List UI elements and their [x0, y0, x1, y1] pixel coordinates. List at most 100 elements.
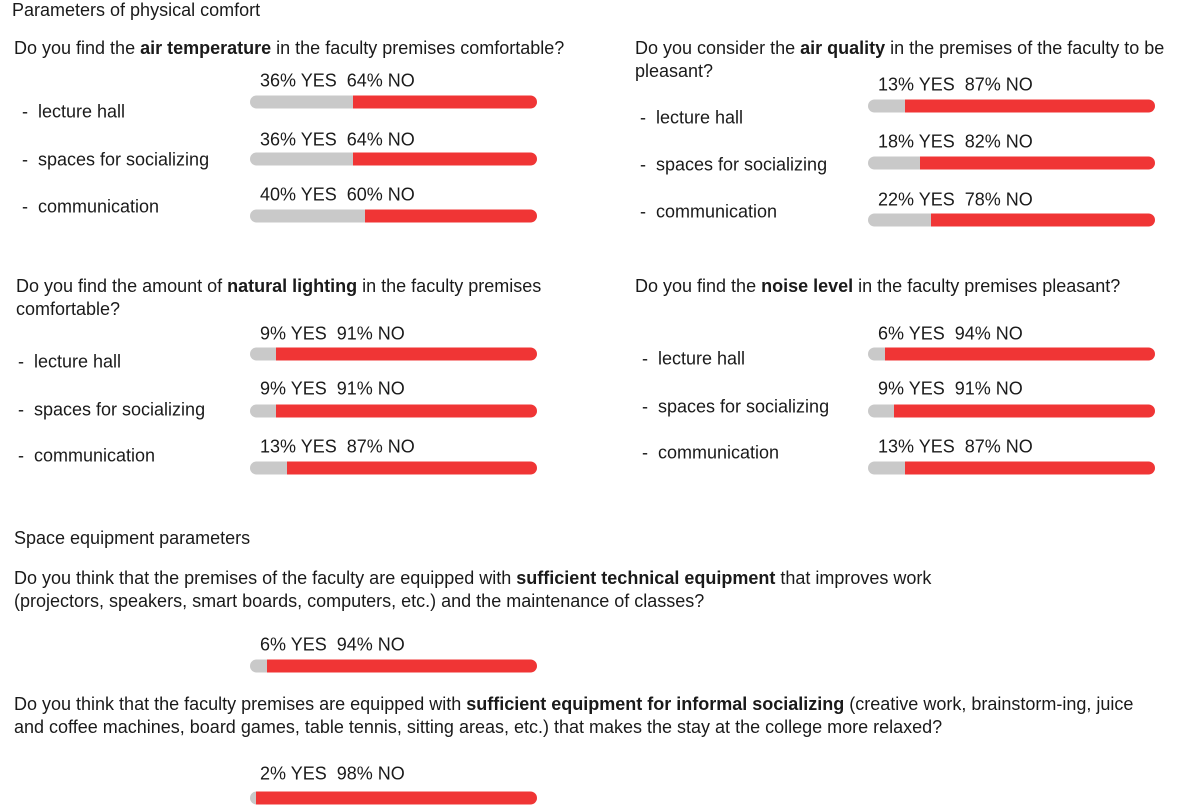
question-text: Do you find the — [14, 38, 141, 58]
yes-segment — [250, 209, 365, 223]
no-label: 60% NO — [346, 184, 415, 205]
item-label: spaces for socializing — [34, 399, 206, 420]
yes-segment — [250, 461, 288, 475]
no-segment — [919, 156, 1155, 170]
yes-label: 9% YES — [878, 378, 945, 399]
yes-label: 18% YES — [878, 131, 955, 152]
dash: - — [18, 351, 24, 372]
question-text: in the premises of the faculty to be ple… — [635, 38, 1165, 81]
no-label: 78% NO — [964, 189, 1033, 210]
no-segment — [893, 404, 1155, 418]
yes-label: 13% YES — [878, 74, 955, 95]
item-row: - communication — [22, 197, 159, 218]
section-title: Parameters of physical comfort — [12, 0, 261, 20]
yes-segment — [250, 347, 276, 361]
bar — [250, 404, 537, 418]
question-text: in the faculty premises comfortable? — [16, 276, 542, 319]
no-segment — [931, 213, 1155, 227]
yes-label: 6% YES — [260, 634, 327, 655]
value-labels: 18% YES 82% NO — [878, 132, 1033, 153]
item-row: - lecture hall — [640, 108, 743, 129]
bar — [868, 156, 1155, 170]
yes-segment — [868, 461, 906, 475]
question-text: Do you find the amount of — [16, 276, 228, 296]
yes-label: 13% YES — [878, 436, 955, 457]
yes-segment — [868, 404, 894, 418]
question: Do you find the air temperature in the f… — [14, 37, 624, 60]
question-text: noise level — [761, 276, 854, 296]
no-segment — [353, 95, 537, 109]
no-label: 98% NO — [336, 763, 405, 784]
yes-label: 22% YES — [878, 189, 955, 210]
value-labels: 6% YES 94% NO — [260, 635, 405, 656]
yes-label: 36% YES — [260, 70, 337, 91]
value-labels: 13% YES 87% NO — [260, 437, 415, 458]
item-row: - lecture hall — [18, 352, 121, 373]
value-labels: 22% YES 78% NO — [878, 190, 1033, 211]
no-label: 91% NO — [336, 378, 405, 399]
yes-label: 2% YES — [260, 763, 327, 784]
no-segment — [905, 461, 1155, 475]
no-label: 94% NO — [336, 634, 405, 655]
question-text: Do you consider the — [635, 38, 801, 58]
question-text: in the faculty premises comfortable? — [271, 38, 565, 58]
value-labels: 9% YES 91% NO — [878, 379, 1023, 400]
value-labels: 40% YES 60% NO — [260, 185, 415, 206]
question-text: air quality — [800, 38, 886, 58]
item-label: spaces for socializing — [658, 396, 830, 417]
no-segment — [353, 152, 537, 166]
question: Do you consider the air quality in the p… — [635, 37, 1170, 83]
bar — [868, 347, 1155, 361]
bar — [868, 213, 1155, 227]
item-row: - lecture hall — [22, 102, 125, 123]
no-label: 94% NO — [954, 323, 1023, 344]
no-label: 91% NO — [954, 378, 1023, 399]
question-text: that improves work (projectors, speakers… — [14, 568, 932, 611]
item-row: - spaces for socializing — [22, 150, 209, 171]
no-segment — [905, 99, 1155, 113]
yes-label: 9% YES — [260, 378, 327, 399]
item-label: spaces for socializing — [656, 154, 828, 175]
yes-segment — [868, 99, 906, 113]
value-labels: 13% YES 87% NO — [878, 75, 1033, 96]
item-row: - spaces for socializing — [640, 155, 827, 176]
section-title: Space equipment parameters — [14, 528, 251, 548]
question: Do you think that the premises of the fa… — [14, 567, 1024, 613]
no-label: 64% NO — [346, 129, 415, 150]
value-labels: 9% YES 91% NO — [260, 379, 405, 400]
question-text: sufficient equipment for informal social… — [466, 694, 845, 714]
value-labels: 36% YES 64% NO — [260, 71, 415, 92]
item-label: lecture hall — [38, 101, 126, 122]
no-label: 87% NO — [346, 436, 415, 457]
question: Do you find the noise level in the facul… — [635, 275, 1175, 298]
dash: - — [22, 101, 28, 122]
yes-segment — [868, 347, 886, 361]
yes-segment — [868, 213, 932, 227]
yes-segment — [250, 152, 354, 166]
item-row: - lecture hall — [642, 349, 745, 370]
question-text: Do you think that the faculty premises a… — [14, 694, 467, 714]
bar — [250, 209, 537, 223]
no-label: 64% NO — [346, 70, 415, 91]
dash: - — [22, 149, 28, 170]
bar — [250, 152, 537, 166]
no-label: 87% NO — [964, 436, 1033, 457]
bar — [250, 95, 537, 109]
dash: - — [22, 196, 28, 217]
no-segment — [275, 404, 537, 418]
yes-segment — [250, 95, 354, 109]
item-label: lecture hall — [658, 348, 746, 369]
dash: - — [642, 442, 648, 463]
dash: - — [642, 348, 648, 369]
yes-segment — [250, 659, 268, 673]
bar — [250, 791, 537, 805]
value-labels: 36% YES 64% NO — [260, 130, 415, 151]
question-text: air temperature — [140, 38, 272, 58]
item-row: - spaces for socializing — [642, 397, 829, 418]
item-label: communication — [656, 201, 778, 222]
dash: - — [640, 201, 646, 222]
question-text: (creative work, brainstorm-ing, juice an… — [14, 694, 1134, 737]
bar — [250, 659, 537, 673]
bar — [250, 461, 537, 475]
item-label: spaces for socializing — [38, 149, 210, 170]
